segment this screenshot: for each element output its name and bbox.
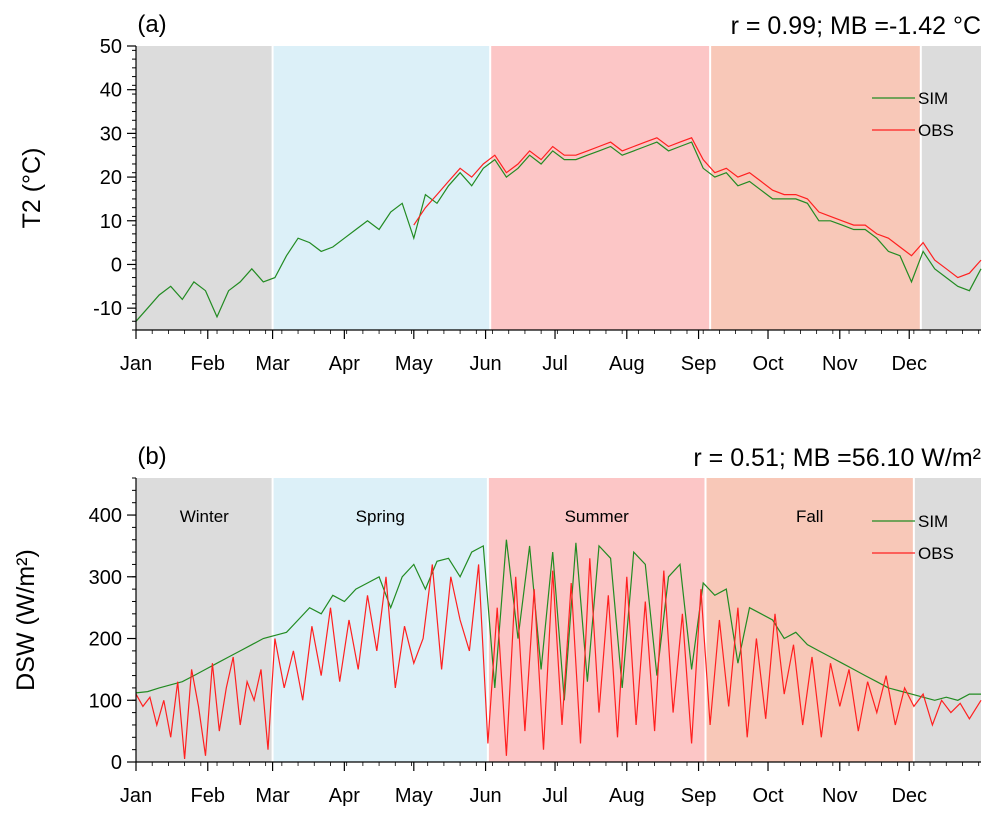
- y-axis-label: T2 (°C): [18, 148, 46, 229]
- legend-label-sim: SIM: [918, 512, 948, 531]
- x-tick-label: Aug: [609, 785, 645, 807]
- legend-label-sim: SIM: [918, 89, 948, 108]
- season-band-spring-1: [272, 46, 491, 330]
- season-label-fall: Fall: [796, 507, 823, 526]
- y-tick-label: 0: [111, 254, 122, 276]
- y-tick-label: 300: [89, 567, 122, 589]
- season-band-winter-0: [136, 478, 273, 762]
- series-line-sim: [135, 141, 982, 322]
- x-tick-label: Apr: [329, 353, 360, 375]
- x-tick-label: Jan: [120, 353, 152, 375]
- y-tick-label: 30: [100, 123, 122, 145]
- x-tick-label: Feb: [191, 785, 225, 807]
- x-tick-label: Jan: [120, 785, 152, 807]
- legend-label-obs: OBS: [918, 121, 954, 140]
- stats-annotation: r = 0.99; MB =-1.42 °C: [731, 12, 981, 40]
- season-band-fall-3: [710, 46, 921, 330]
- y-tick-label: 50: [100, 36, 122, 58]
- x-tick-label: May: [395, 353, 433, 375]
- x-tick-label: Oct: [752, 353, 784, 375]
- season-band-winter-0: [136, 46, 273, 330]
- x-tick-label: Oct: [752, 785, 784, 807]
- x-tick-label: May: [395, 785, 433, 807]
- x-tick-label: Nov: [822, 785, 858, 807]
- season-label-winter: Winter: [180, 507, 229, 526]
- season-band-fall-3: [705, 478, 914, 762]
- season-band-winter-4: [913, 478, 981, 762]
- y-tick-label: 40: [100, 80, 122, 102]
- x-tick-label: Dec: [891, 353, 927, 375]
- y-tick-label: 100: [89, 690, 122, 712]
- legend-label-obs: OBS: [918, 544, 954, 563]
- x-tick-label: Nov: [822, 353, 858, 375]
- x-tick-label: Dec: [891, 785, 927, 807]
- y-tick-label: 20: [100, 167, 122, 189]
- y-tick-label: 10: [100, 211, 122, 233]
- x-tick-label: Jun: [469, 353, 501, 375]
- y-tick-label: 200: [89, 629, 122, 651]
- season-label-summer: Summer: [565, 507, 630, 526]
- y-tick-label: 0: [111, 752, 122, 774]
- series-line-obs: [135, 558, 982, 759]
- panel-a: -10 0 10 20 30 40 50 Jan Feb Mar Apr May Jun Jul Aug Se…: [18, 11, 982, 375]
- y-tick-label: -10: [93, 298, 122, 320]
- x-tick-label: Jul: [542, 785, 568, 807]
- x-tick-label: Apr: [329, 785, 360, 807]
- series-line-sim: [135, 539, 981, 701]
- panel-label: (a): [137, 11, 166, 38]
- x-tick-label: Mar: [255, 353, 290, 375]
- season-label-spring: Spring: [356, 507, 405, 526]
- x-tick-label: Aug: [609, 353, 645, 375]
- x-tick-label: Sep: [681, 785, 717, 807]
- series-line-obs: [413, 137, 982, 279]
- x-tick-label: Mar: [255, 785, 290, 807]
- season-band-summer-2: [490, 46, 711, 330]
- x-tick-label: Feb: [191, 353, 225, 375]
- panel-label: (b): [137, 443, 166, 470]
- x-tick-label: Jun: [469, 785, 501, 807]
- stats-annotation: r = 0.51; MB =56.10 W/m²: [693, 444, 981, 472]
- season-band-winter-4: [920, 46, 981, 330]
- x-tick-label: Sep: [681, 353, 717, 375]
- y-tick-label: 400: [89, 505, 122, 527]
- x-tick-label: Jul: [542, 353, 568, 375]
- y-axis-label: DSW (W/m²): [12, 549, 40, 691]
- panel-b: Winter Spring Summer Fall 0 100 200 300 400 Jan Fe…: [12, 443, 982, 807]
